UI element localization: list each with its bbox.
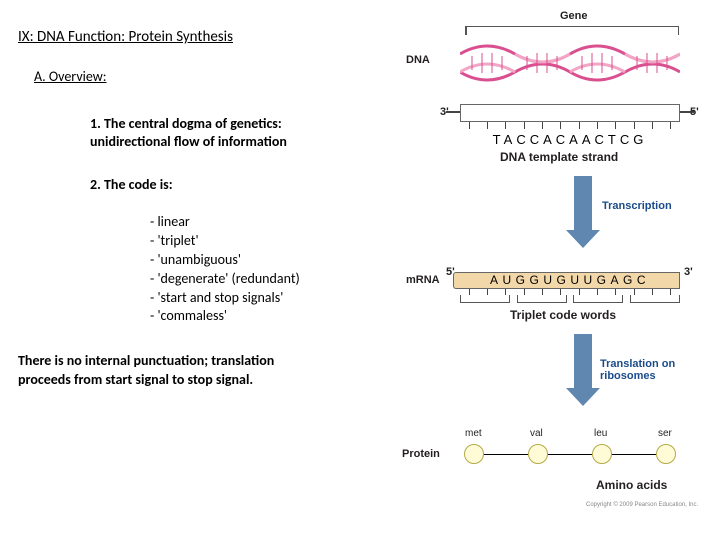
note-line1: There is no internal punctuation; transl… — [18, 352, 274, 369]
copyright-text: Copyright © 2009 Pearson Education, Inc. — [586, 502, 698, 508]
transcription-label: Transcription — [602, 200, 672, 212]
page-title: IX: DNA Function: Protein Synthesis — [18, 28, 378, 46]
bullet-unambiguous: - 'unambiguous' — [150, 251, 378, 270]
bullet-linear: - linear — [150, 213, 378, 232]
bullet-start-stop: - 'start and stop signals' — [150, 289, 378, 308]
note-text: There is no internal punctuation; transl… — [18, 352, 378, 388]
aa-leu: leu — [594, 428, 607, 439]
mrna-label: mRNA — [406, 274, 440, 286]
gene-bracket — [465, 26, 679, 36]
note-line2: proceeds from start signal to stop signa… — [18, 371, 253, 388]
bullet-commaless: - 'commaless' — [150, 307, 378, 326]
protein-label: Protein — [402, 448, 440, 460]
amino-acids-label: Amino acids — [596, 478, 667, 492]
item-1-line1: 1. The central dogma of genetics: — [90, 115, 282, 132]
bullet-degenerate: - 'degenerate' (redundant) — [150, 270, 378, 289]
transcription-arrow-head — [566, 230, 600, 248]
five-prime-label: 5' — [690, 106, 699, 118]
strand-line-left — [446, 111, 460, 113]
aa-val: val — [530, 428, 543, 439]
bullet-triplet: - 'triplet' — [150, 232, 378, 251]
translation-arrow-body — [574, 334, 592, 388]
amino-acid-chain — [454, 444, 688, 466]
mrna-sequence: AUGGUGUUGAGC — [458, 273, 682, 287]
aa-ser: ser — [658, 428, 672, 439]
translation-arrow-head — [566, 388, 600, 406]
translation-label: Translation on ribosomes — [600, 358, 700, 382]
dna-label: DNA — [406, 54, 430, 66]
item-2: 2. The code is: — [90, 176, 378, 193]
aa-met: met — [465, 428, 482, 439]
subheading-overview: A. Overview: — [34, 68, 378, 85]
triplet-code-label: Triplet code words — [510, 308, 616, 322]
template-strand-box — [460, 104, 680, 122]
triplet-brackets — [460, 295, 680, 303]
dna-template-sequence: TACCACAACTCG — [458, 132, 682, 147]
gene-label: Gene — [560, 10, 588, 22]
item-1-line2: unidirectional flow of information — [90, 133, 287, 150]
template-ticks — [460, 122, 680, 129]
code-bullets: - linear - 'triplet' - 'unambiguous' - '… — [150, 213, 378, 326]
central-dogma-diagram: Gene DNA 3' 5' TACCACAACTCG DNA templat — [400, 12, 700, 528]
mrna-3-prime: 3' — [684, 266, 693, 278]
template-strand-label: DNA template strand — [500, 150, 618, 164]
item-1: 1. The central dogma of genetics: unidir… — [90, 115, 378, 150]
transcription-arrow-body — [574, 176, 592, 230]
dna-helix — [460, 44, 680, 82]
